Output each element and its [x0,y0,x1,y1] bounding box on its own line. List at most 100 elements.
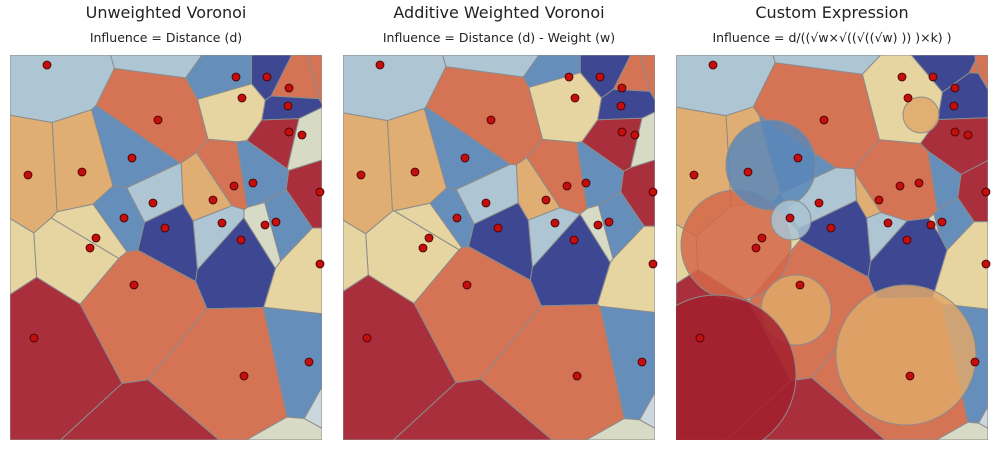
site-point [541,195,551,205]
voronoi-cell [10,218,38,296]
site-point [85,243,95,253]
influence-zone [835,284,977,426]
site-point [260,220,270,230]
site-point [630,130,640,140]
influence-zone [676,294,797,440]
site-point [284,127,294,137]
voronoi-cell [59,379,220,440]
site-point [689,170,699,180]
cells [676,55,988,440]
voronoi-cell [639,391,655,429]
site-point [617,83,627,93]
voronoi-cell [303,385,322,429]
cells [343,55,655,440]
site-point [410,167,420,177]
site-point [462,280,472,290]
site-point [262,72,272,82]
site-point [217,218,227,228]
site-point [91,233,101,243]
site-point [239,371,249,381]
site-point [562,181,572,191]
panel-title: Custom Expression [755,3,908,22]
site-point [23,170,33,180]
site-point [695,333,705,343]
site-point [77,167,87,177]
site-point [949,101,959,111]
site-point [757,233,767,243]
site-point [129,280,139,290]
site-point [424,233,434,243]
influence-zone [902,96,940,134]
site-point [153,115,163,125]
influence-zone [725,119,817,211]
site-point [648,259,658,269]
voronoi-cell [392,378,553,440]
site-point [564,72,574,82]
site-point [208,195,218,205]
site-point [452,213,462,223]
site-point [460,153,470,163]
site-point [493,223,503,233]
site-point [362,333,372,343]
site-point [914,178,924,188]
site-point [604,217,614,227]
site-point [593,220,603,230]
site-point [897,72,907,82]
site-point [637,357,647,367]
site-point [29,333,39,343]
site-point [315,259,325,269]
site-point [271,217,281,227]
site-point [981,187,991,197]
site-point [148,198,158,208]
site-point [42,60,52,70]
site-point [826,223,836,233]
site-point [937,217,947,227]
site-point [119,213,129,223]
site-point [819,115,829,125]
voronoi-cell [640,55,655,101]
site-point [418,243,428,253]
site-point [785,213,795,223]
site-point [751,243,761,253]
voronoi-cell [442,55,540,78]
panel-title: Additive Weighted Voronoi [393,3,604,22]
site-point [315,187,325,197]
panel-subtitle: Influence = d/((√w×√((√((√w) )) )×k) ) [712,30,951,45]
voronoi-cell [110,55,203,79]
site-point [570,93,580,103]
site-point [970,357,980,367]
site-point [160,223,170,233]
site-point [708,60,718,70]
site-point [304,357,314,367]
voronoi-cell [772,55,882,75]
site-point [283,101,293,111]
voronoi-cell [343,112,394,235]
site-point [356,170,366,180]
site-point [127,153,137,163]
site-point [595,72,605,82]
site-point [236,235,246,245]
site-point [229,181,239,191]
site-point [297,130,307,140]
site-point [874,195,884,205]
site-point [375,60,385,70]
site-point [903,93,913,103]
voronoi-cell [307,55,322,105]
site-point [895,181,905,191]
site-point [743,167,753,177]
site-point [793,153,803,163]
panel-subtitle: Influence = Distance (d) - Weight (w) [383,30,615,45]
site-point [902,235,912,245]
site-point [950,83,960,93]
map-panel [343,55,658,440]
site-point [569,235,579,245]
voronoi-cell [977,405,988,429]
site-point [481,198,491,208]
panel-title: Unweighted Voronoi [86,3,247,22]
site-point [963,130,973,140]
site-point [581,178,591,188]
voronoi-cell [263,227,322,315]
panel-subtitle: Influence = Distance (d) [90,30,242,45]
